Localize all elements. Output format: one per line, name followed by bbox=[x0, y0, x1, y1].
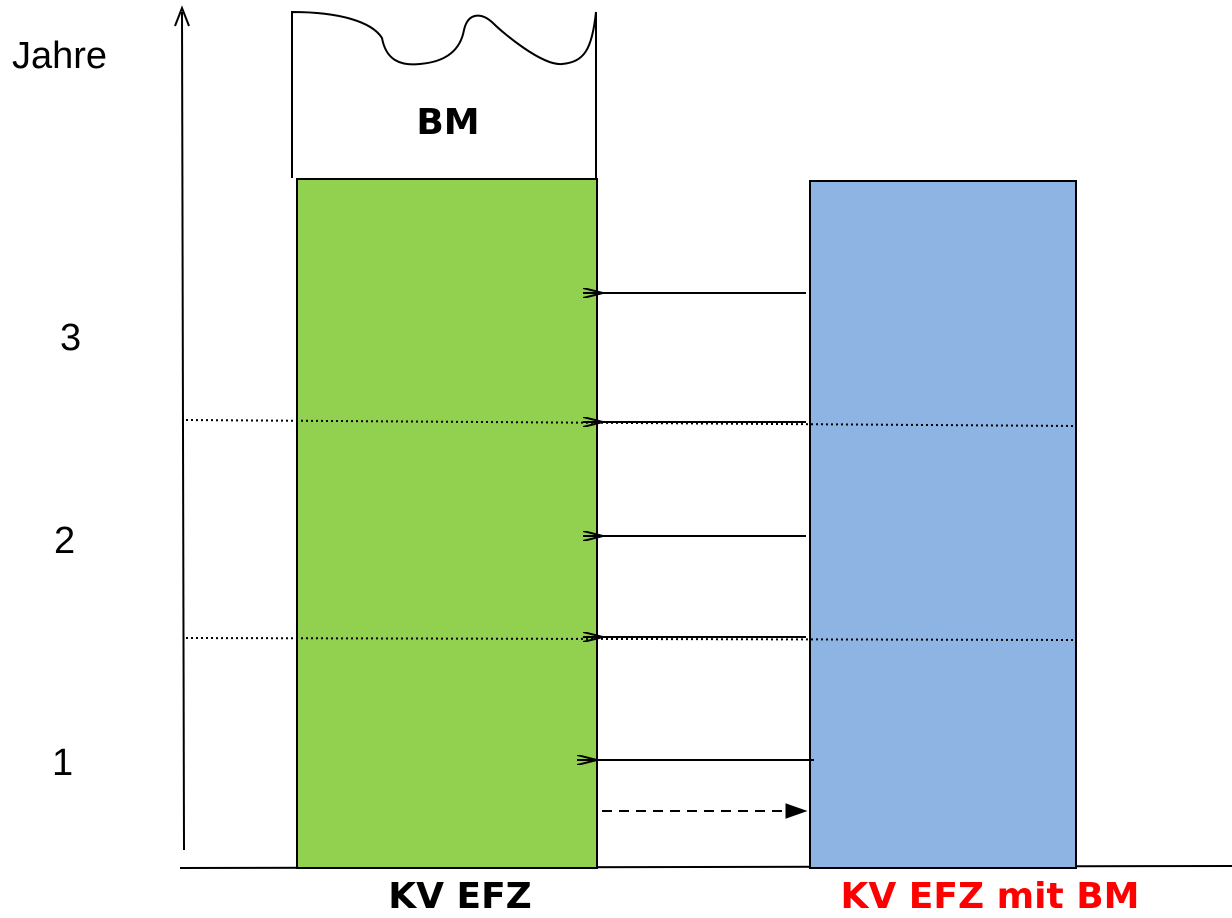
bar-label-kv-efz-mit-bm: KV EFZ mit BM bbox=[841, 876, 1140, 917]
bar-kv-efz bbox=[296, 178, 598, 869]
tick-label-1: 1 bbox=[52, 742, 73, 784]
y-axis bbox=[174, 5, 190, 851]
bm-label: BM bbox=[416, 102, 479, 143]
bar-label-kv-efz: KV EFZ bbox=[388, 876, 532, 917]
y-axis-title: Jahre bbox=[12, 35, 107, 77]
tick-label-2: 2 bbox=[54, 520, 75, 562]
y-axis-line bbox=[181, 11, 185, 851]
dashed-arrow-head bbox=[785, 803, 808, 819]
bm-block: BM bbox=[291, 10, 597, 178]
y-axis-arrowhead bbox=[174, 5, 190, 27]
tick-label-3: 3 bbox=[60, 317, 81, 359]
bar-kv-efz-mit-bm bbox=[809, 180, 1077, 869]
bm-block-shape bbox=[291, 10, 597, 178]
year-boundary-line-lower bbox=[185, 637, 1077, 641]
